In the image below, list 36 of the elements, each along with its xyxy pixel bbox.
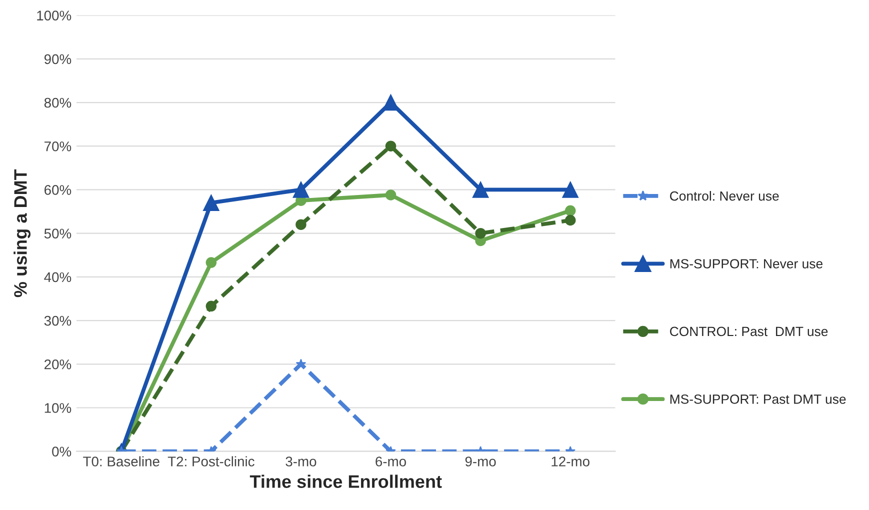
legend-label: Control: Never use — [670, 191, 779, 201]
point — [292, 182, 310, 198]
y-tick-label: 10% — [44, 403, 72, 413]
y-tick-label: 90% — [44, 54, 72, 64]
x-tick-label: 9-mo — [465, 456, 496, 466]
y-tick-label: 50% — [44, 228, 72, 238]
x-tick-label: 6-mo — [376, 456, 406, 466]
point — [382, 94, 399, 111]
point — [296, 219, 306, 230]
x-axis-title: Time since Enrollment — [250, 474, 442, 488]
legend-label: MS-SUPPORT: Never use — [670, 259, 822, 268]
point — [206, 300, 217, 312]
x-tick-label: T0: Baseline — [83, 456, 160, 466]
point — [564, 205, 576, 216]
point — [206, 257, 217, 268]
y-tick-label: 30% — [44, 316, 72, 326]
point — [475, 228, 486, 239]
y-tick-label: 40% — [44, 272, 72, 282]
y-tick-label: 80% — [44, 98, 72, 108]
point — [562, 182, 579, 198]
y-tick-label: 60% — [44, 185, 72, 195]
y-tick-label: 100% — [37, 10, 72, 20]
y-tick-label: 0% — [52, 446, 72, 457]
point — [203, 194, 220, 211]
y-tick-label: 70% — [44, 141, 72, 152]
y-tick-label: 20% — [44, 359, 72, 370]
point — [385, 190, 396, 200]
point — [472, 182, 489, 198]
point — [564, 214, 576, 226]
y-axis-title: % using a DMT — [14, 169, 31, 298]
legend-label: CONTROL: Past DMT use — [670, 326, 828, 336]
x-tick-label: 3-mo — [286, 456, 316, 466]
x-tick-label: T2: Post-clinic — [168, 456, 254, 466]
point — [385, 140, 396, 152]
legend-label: MS-SUPPORT: Past DMT use — [670, 394, 846, 404]
x-tick-label: 12-mo — [552, 456, 590, 466]
